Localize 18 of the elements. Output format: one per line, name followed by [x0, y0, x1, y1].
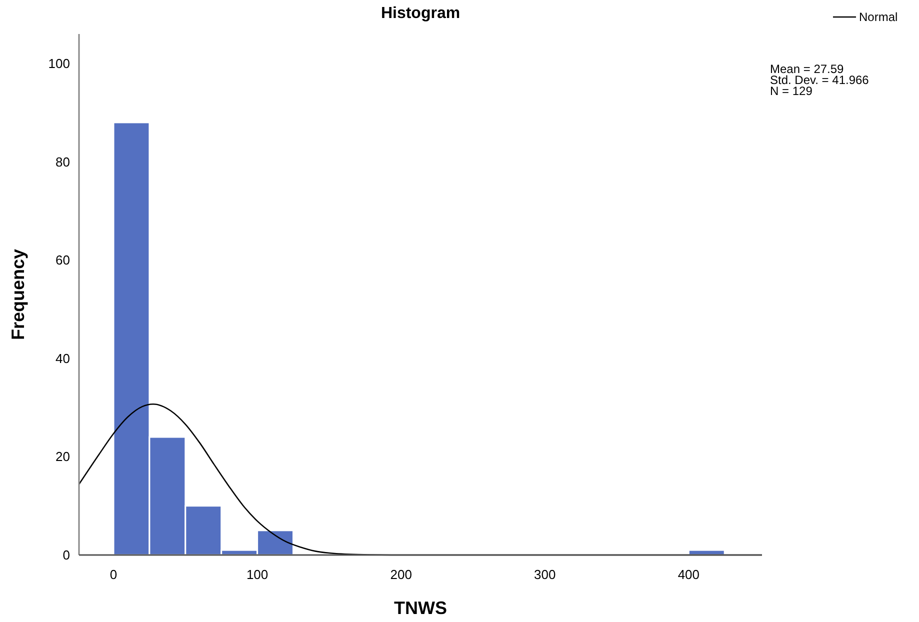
- y-tick-label: 60: [56, 252, 70, 268]
- x-tick-label: 400: [678, 567, 700, 582]
- text: Mean = 27.59: [770, 62, 844, 76]
- y-tick-label: 20: [56, 449, 70, 464]
- y-tick-label: 40: [56, 350, 70, 366]
- y-tick-label: 100: [48, 56, 70, 72]
- x-tick-label: 100: [246, 567, 268, 582]
- legend-label: Normal: [859, 10, 898, 24]
- y-tick-label: 0: [62, 548, 70, 563]
- x-tick-label: 300: [534, 567, 556, 582]
- y-tick-label: 80: [56, 154, 70, 170]
- x-tick-label: 0: [110, 567, 118, 582]
- text: N = 129: [770, 84, 813, 98]
- y-axis-title: Frequency: [8, 248, 28, 340]
- x-tick-label: 200: [390, 567, 412, 582]
- text: Std. Dev. = 41.966: [770, 73, 870, 87]
- chart-title: Histogram: [380, 5, 460, 22]
- x-axis-title: TNWS: [394, 598, 447, 618]
